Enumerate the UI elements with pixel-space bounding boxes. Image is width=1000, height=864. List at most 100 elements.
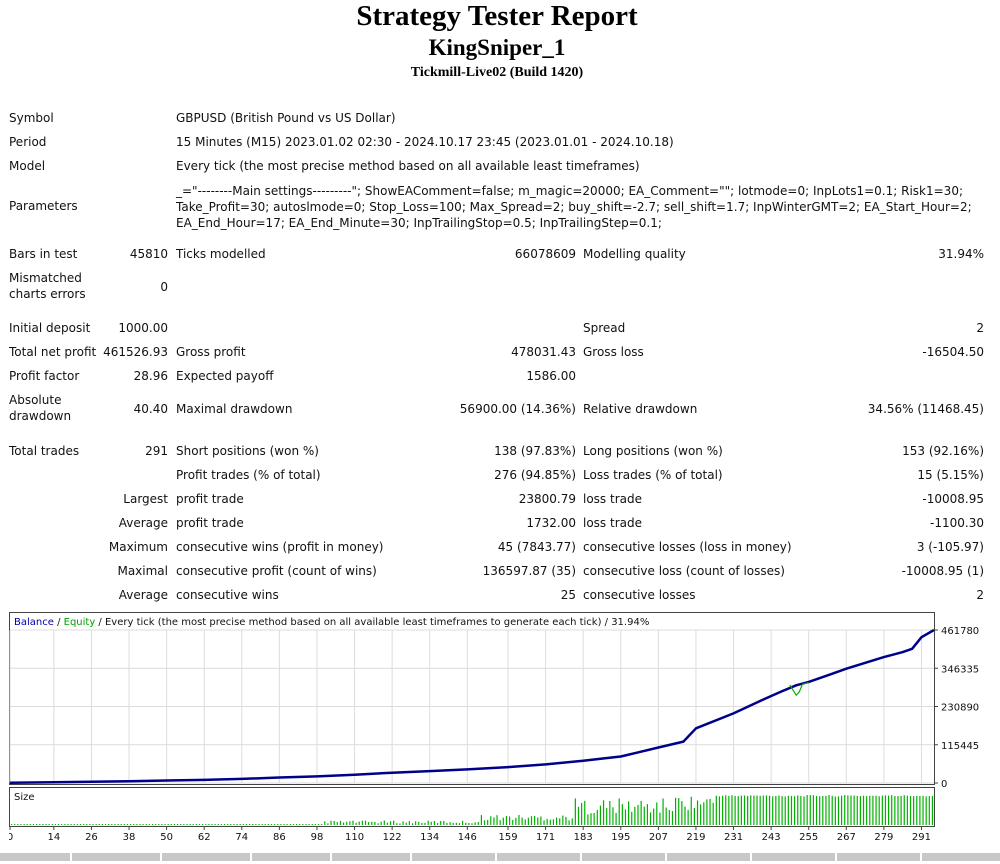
x-tick-label: 159 <box>498 832 517 843</box>
size-label: Size <box>14 792 35 803</box>
expected-payoff-value: 1586.00 <box>526 369 576 383</box>
table-separator <box>410 853 412 861</box>
table-separator <box>160 853 162 861</box>
maximal-consecutive-loss-value: -10008.95 (1) <box>901 564 984 578</box>
y-tick-label: 230890 <box>941 703 979 714</box>
mismatch-value: 0 <box>160 280 168 294</box>
spread-value: 2 <box>976 321 984 335</box>
chart-legend: Balance / Equity / Every tick (the most … <box>14 617 649 628</box>
ticks-label: Ticks modelled <box>176 247 266 261</box>
gross-loss-label: Gross loss <box>583 345 644 359</box>
average-consecutive-wins-value: 25 <box>560 588 576 602</box>
bars-label: Bars in test <box>9 247 78 261</box>
y-tick-label: 115445 <box>941 741 979 752</box>
bottom-table-edge <box>0 853 1000 861</box>
largest-label: Largest <box>123 492 168 506</box>
x-tick-label: 0 <box>9 832 13 843</box>
max-consecutive-wins-label: consecutive wins (profit in money) <box>176 540 384 554</box>
model-label: Model <box>9 159 46 173</box>
x-tick-label: 110 <box>345 832 364 843</box>
average-profit-value: 1732.00 <box>526 516 576 530</box>
x-tick-label: 62 <box>198 832 211 843</box>
y-axis-ticks: 461780 346335 230890 115445 0 <box>934 626 979 790</box>
x-tick-label: 74 <box>235 832 248 843</box>
maximal-consecutive-profit-value: 136597.87 (35) <box>482 564 576 578</box>
max-consecutive-wins-value: 45 (7843.77) <box>497 540 576 554</box>
max-consecutive-losses-value: 3 (-105.97) <box>916 540 984 554</box>
balance-chart: 461780 346335 230890 115445 0 0 14 26 38 50 62 74 8… <box>7 612 990 861</box>
x-tick-label: 134 <box>420 832 439 843</box>
x-tick-label: 243 <box>762 832 781 843</box>
largest-loss-label: loss trade <box>583 492 642 506</box>
series-balance-line <box>9 628 935 784</box>
x-tick-label: 26 <box>85 832 98 843</box>
absolute-drawdown-value: 40.40 <box>133 402 168 416</box>
table-separator <box>920 853 922 861</box>
x-tick-label: 291 <box>912 832 931 843</box>
legend-balance: Balance <box>14 617 54 628</box>
legend-equity: Equity <box>64 617 96 628</box>
net-profit-value: 461526.93 <box>103 345 168 359</box>
gross-loss-value: -16504.50 <box>922 345 984 359</box>
size-bars <box>10 795 934 825</box>
net-profit-label: Total net profit <box>9 345 97 359</box>
profit-trades-value: 276 (94.85%) <box>494 468 576 482</box>
average-label: Average <box>118 516 168 530</box>
average-consecutive-wins-label: consecutive wins <box>176 588 279 602</box>
maximal-drawdown-label: Maximal drawdown <box>176 402 293 416</box>
table-separator <box>250 853 252 861</box>
table-separator <box>70 853 72 861</box>
deposit-label: Initial deposit <box>9 321 91 335</box>
x-tick-label: 219 <box>686 832 705 843</box>
bars-value: 45810 <box>129 247 168 261</box>
parameters-value: _="--------Main settings---------"; Show… <box>176 184 972 230</box>
deposit-value: 1000.00 <box>118 321 168 335</box>
long-positions-value: 153 (92.16%) <box>902 444 984 458</box>
series-lines <box>9 628 935 784</box>
x-tick-label: 231 <box>724 832 743 843</box>
legend-separator: / <box>54 617 64 628</box>
x-tick-label: 171 <box>536 832 555 843</box>
main-plot-frame <box>9 612 935 785</box>
relative-drawdown-value: 34.56% (11468.45) <box>867 402 984 416</box>
x-tick-label: 195 <box>611 832 630 843</box>
symbol-value: GBPUSD (British Pound vs US Dollar) <box>176 111 396 125</box>
report-title: Strategy Tester Report <box>356 0 638 32</box>
largest-loss-value: -10008.95 <box>922 492 984 506</box>
x-tick-label: 86 <box>273 832 286 843</box>
spread-label: Spread <box>583 321 626 335</box>
absolute-drawdown-label-line1: Absolute <box>9 393 62 407</box>
x-tick-label: 98 <box>311 832 324 843</box>
short-positions-value: 138 (97.83%) <box>494 444 576 458</box>
size-plot-frame <box>9 787 935 827</box>
x-tick-label: 38 <box>123 832 136 843</box>
max-consecutive-losses-label: consecutive losses (loss in money) <box>583 540 792 554</box>
profit-factor-value: 28.96 <box>133 369 168 383</box>
average-loss-value: -1100.30 <box>930 516 984 530</box>
x-tick-label: 207 <box>649 832 668 843</box>
total-trades-value: 291 <box>145 444 168 458</box>
x-tick-label: 183 <box>574 832 593 843</box>
period-value: 15 Minutes (M15) 2023.01.02 02:30 - 2024… <box>176 135 674 149</box>
loss-trades-value: 15 (5.15%) <box>917 468 984 482</box>
table-separator <box>495 853 497 861</box>
x-tick-label: 267 <box>837 832 856 843</box>
mismatch-label-line1: Mismatched <box>9 271 82 285</box>
x-tick-label: 146 <box>458 832 477 843</box>
expected-payoff-label: Expected payoff <box>176 369 274 383</box>
x-tick-label: 255 <box>799 832 818 843</box>
ticks-value: 66078609 <box>514 247 576 261</box>
average-consecutive-label: Average <box>118 588 168 602</box>
table-separator <box>580 853 582 861</box>
x-tick-label: 50 <box>160 832 173 843</box>
largest-profit-value: 23800.79 <box>518 492 576 506</box>
short-positions-label: Short positions (won %) <box>176 444 319 458</box>
table-separator <box>835 853 837 861</box>
x-tick-label: 122 <box>383 832 402 843</box>
average-consecutive-losses-label: consecutive losses <box>583 588 696 602</box>
long-positions-label: Long positions (won %) <box>583 444 723 458</box>
table-separator <box>665 853 667 861</box>
grid <box>9 629 934 784</box>
maximal-drawdown-value: 56900.00 (14.36%) <box>459 402 576 416</box>
quality-label: Modelling quality <box>583 247 686 261</box>
